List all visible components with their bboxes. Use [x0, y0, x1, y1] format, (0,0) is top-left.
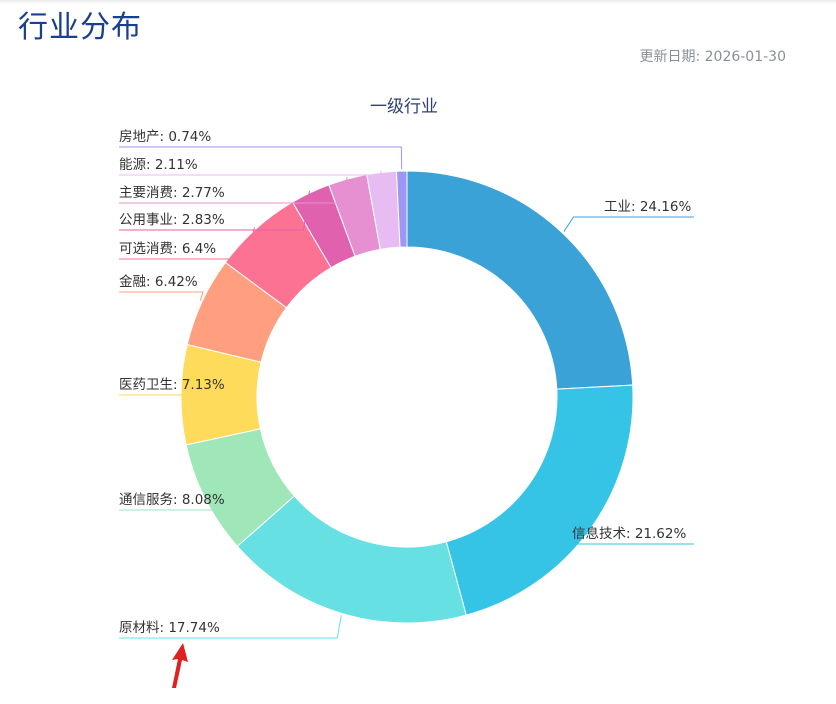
leader-line-2 — [568, 530, 694, 545]
slice-labels: 工业: 24.16% 信息技术: 21.62% 原材料: 17.74% 通信服务: 8… — [119, 129, 691, 636]
page-title: 行业分布 — [18, 10, 142, 45]
leader-line-6 — [119, 291, 204, 301]
update-date-label: 更新日期: — [639, 49, 701, 65]
slice-11[interactable] — [395, 170, 408, 248]
leader-line-9 — [119, 176, 348, 204]
slice-label-11: 房地产: 0.74% — [119, 129, 211, 145]
leader-line-1 — [563, 216, 694, 232]
slice-label-8: 公用事业: 2.83% — [119, 212, 225, 228]
slice-label-9: 主要消费: 2.77% — [119, 185, 225, 201]
slice-2[interactable] — [445, 384, 634, 616]
leader-line-11 — [119, 146, 403, 170]
slice-label-5: 医药卫生: 7.13% — [119, 377, 225, 393]
leader-line-3 — [119, 615, 342, 639]
slice-label-6: 金融: 6.42% — [119, 274, 198, 290]
update-date: 更新日期: 2026-01-30 — [639, 46, 786, 66]
leader-line-4 — [119, 499, 232, 511]
top-shadow — [0, 0, 836, 4]
slice-label-10: 能源: 2.11% — [119, 157, 198, 173]
slice-label-4: 通信服务: 8.08% — [119, 492, 225, 508]
slice-1[interactable] — [406, 170, 634, 390]
leader-line-10 — [119, 170, 382, 176]
update-date-value: 2026-01-30 — [704, 49, 786, 65]
chart-title: 一级行业 — [370, 97, 438, 117]
slice-label-7: 可选消费: 6.4% — [119, 241, 216, 257]
slice-label-1: 工业: 24.16% — [604, 199, 691, 215]
leader-line-7 — [119, 227, 256, 260]
annotation-arrow — [172, 643, 188, 688]
slice-label-2: 信息技术: 21.62% — [572, 525, 686, 542]
slice-label-3: 原材料: 17.74% — [119, 620, 220, 636]
red-arrow-icon — [172, 643, 188, 688]
donut-slices — [180, 170, 634, 624]
leader-line-8 — [119, 190, 310, 231]
label-leaders — [119, 146, 694, 639]
